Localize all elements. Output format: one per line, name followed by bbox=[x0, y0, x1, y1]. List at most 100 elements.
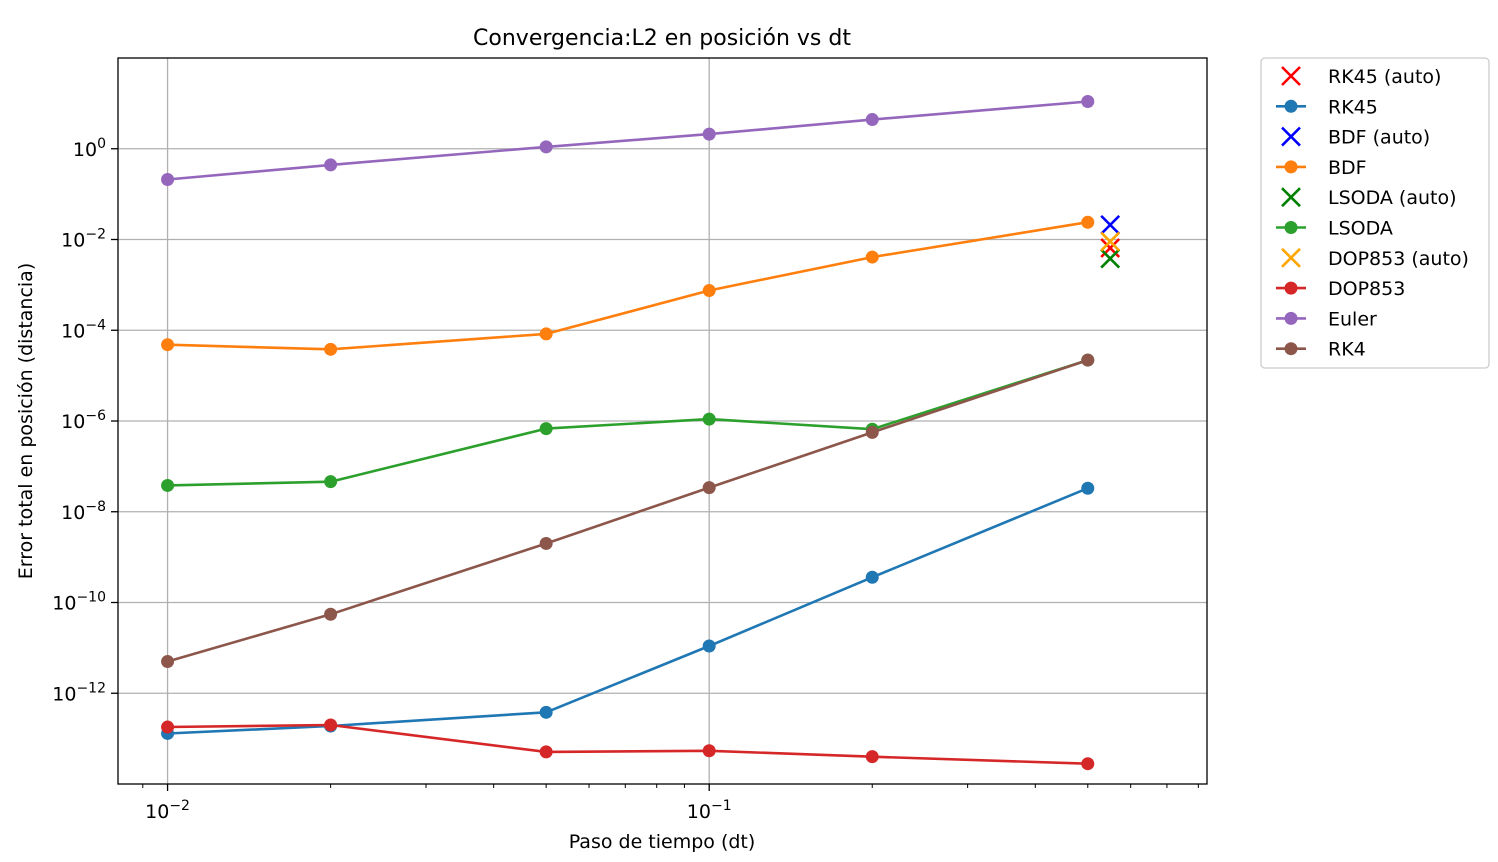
point-rk4-4 bbox=[865, 425, 879, 439]
point-bdf-3 bbox=[702, 284, 716, 298]
series-line-dop853 bbox=[167, 723, 1088, 765]
y-tick-label-0-base: 10 bbox=[73, 139, 97, 161]
legend-item-dop853: DOP853 bbox=[1276, 278, 1405, 300]
y-tick-label-0: 100 bbox=[73, 136, 106, 161]
y-tick-label-2-base: 10 bbox=[61, 320, 85, 342]
series-lsoda bbox=[161, 353, 1095, 492]
series-layer bbox=[161, 94, 1121, 771]
point-euler-1 bbox=[324, 158, 338, 172]
legend-label-bdf-auto: BDF (auto) bbox=[1328, 127, 1430, 149]
y-tick-label-1: 10−2 bbox=[61, 227, 106, 252]
point-rk4-0 bbox=[161, 655, 175, 669]
point-lsoda-2 bbox=[539, 422, 553, 436]
point-lsoda-auto bbox=[1100, 248, 1121, 269]
legend-swatch-dop853-auto-stroke-b bbox=[1281, 247, 1301, 268]
legend-label-rk45: RK45 bbox=[1328, 96, 1378, 118]
x-tick-label-0: 10−2 bbox=[145, 798, 190, 823]
x-tick-label-0-exponent: −2 bbox=[169, 798, 190, 814]
legend-swatch-marker-rk4 bbox=[1284, 342, 1298, 356]
y-tick-label-2: 10−4 bbox=[61, 317, 106, 342]
y-tick-label-4-exponent: −8 bbox=[85, 499, 106, 515]
x-tick-label-0-base: 10 bbox=[145, 801, 169, 823]
point-bdf-1 bbox=[324, 342, 338, 356]
y-tick-label-3: 10−6 bbox=[61, 408, 106, 433]
y-tick-label-1-exponent: −2 bbox=[85, 227, 106, 243]
legend-label-rk45-auto: RK45 (auto) bbox=[1328, 66, 1441, 88]
point-euler-2 bbox=[539, 140, 553, 154]
point-rk4-3 bbox=[702, 481, 716, 495]
x-tick-label-1-base: 10 bbox=[687, 801, 711, 823]
legend-item-rk45-auto: RK45 (auto) bbox=[1281, 66, 1441, 88]
legend-swatch-marker-lsoda bbox=[1284, 221, 1298, 234]
series-rk4 bbox=[161, 353, 1095, 669]
y-axis-title: Error total en posición (distancia) bbox=[15, 263, 37, 579]
series-bdf-auto bbox=[1100, 214, 1121, 235]
point-bdf-auto bbox=[1100, 214, 1121, 235]
series-dop853-auto bbox=[1100, 231, 1121, 252]
legend-item-rk4: RK4 bbox=[1276, 339, 1366, 361]
legend-item-bdf: BDF bbox=[1276, 157, 1367, 179]
legend-swatch-lsoda-auto bbox=[1281, 187, 1301, 208]
point-rk45-2 bbox=[539, 705, 553, 719]
series-line-euler bbox=[167, 100, 1088, 181]
point-bdf-4 bbox=[865, 250, 879, 264]
y-tick-label-4: 10−8 bbox=[61, 499, 106, 524]
chart-title: Convergencia:L2 en posición vs dt bbox=[473, 26, 851, 51]
legend-label-euler: Euler bbox=[1328, 308, 1377, 330]
point-euler-5 bbox=[1081, 94, 1095, 108]
y-tick-label-6-exponent: −12 bbox=[76, 680, 106, 696]
y-tick-label-6-base: 10 bbox=[52, 683, 76, 705]
point-dop853-5 bbox=[1081, 757, 1095, 771]
point-dop853-auto-stroke-b bbox=[1100, 231, 1121, 252]
series-lsoda-auto bbox=[1100, 248, 1121, 269]
y-tick-label-4-base: 10 bbox=[61, 502, 85, 524]
y-tick-label-5-exponent: −10 bbox=[76, 590, 106, 606]
legend: RK45 (auto) RK45 BDF (auto) BDF LSODA (auto)… bbox=[1260, 57, 1490, 369]
legend-label-lsoda-auto: LSODA (auto) bbox=[1328, 187, 1457, 209]
legend-swatch-rk45-auto-stroke-b bbox=[1281, 66, 1301, 86]
point-lsoda-auto-stroke-b bbox=[1100, 248, 1121, 269]
point-euler-0 bbox=[161, 173, 175, 187]
legend-swatch-rk45-auto bbox=[1281, 66, 1301, 86]
point-bdf-5 bbox=[1081, 215, 1095, 229]
legend-label-rk4: RK4 bbox=[1328, 339, 1366, 361]
legend-item-rk45: RK45 bbox=[1276, 96, 1378, 118]
legend-label-bdf: BDF bbox=[1328, 157, 1367, 179]
point-dop853-3 bbox=[702, 744, 716, 758]
x-tick-label-1-exponent: −1 bbox=[711, 798, 732, 814]
legend-swatch-marker-dop853 bbox=[1284, 281, 1298, 295]
y-tick-label-3-exponent: −6 bbox=[85, 408, 106, 424]
point-euler-3 bbox=[702, 127, 716, 141]
legend-swatch-dop853-auto bbox=[1281, 247, 1301, 268]
point-bdf-auto-stroke-b bbox=[1100, 214, 1121, 235]
point-dop853-4 bbox=[865, 750, 879, 764]
legend-label-dop853: DOP853 bbox=[1328, 278, 1405, 300]
legend-swatch-bdf-auto bbox=[1281, 126, 1301, 147]
legend-frame bbox=[1260, 57, 1490, 369]
series-bdf bbox=[161, 215, 1095, 356]
series-dop853 bbox=[161, 718, 1095, 771]
point-dop853-auto bbox=[1100, 231, 1121, 252]
legend-item-bdf-auto: BDF (auto) bbox=[1281, 126, 1430, 149]
point-dop853-1 bbox=[324, 718, 338, 732]
point-bdf-2 bbox=[539, 327, 553, 341]
point-lsoda-3 bbox=[702, 412, 716, 426]
series-line-rk4 bbox=[167, 358, 1089, 663]
point-lsoda-0 bbox=[161, 478, 175, 492]
point-rk45-5 bbox=[1081, 481, 1095, 495]
legend-label-lsoda: LSODA bbox=[1328, 218, 1393, 240]
point-rk4-1 bbox=[324, 607, 338, 621]
legend-swatch-lsoda-auto-stroke-b bbox=[1281, 187, 1301, 208]
series-line-lsoda bbox=[167, 358, 1089, 487]
y-tick-label-2-exponent: −4 bbox=[85, 317, 106, 333]
y-tick-label-5: 10−10 bbox=[52, 590, 106, 615]
point-rk45-3 bbox=[702, 639, 716, 653]
legend-swatch-marker-bdf bbox=[1284, 160, 1298, 174]
legend-item-dop853-auto: DOP853 (auto) bbox=[1281, 247, 1469, 270]
point-rk4-2 bbox=[539, 536, 553, 550]
y-tick-label-1-base: 10 bbox=[61, 230, 85, 252]
point-rk4-5 bbox=[1081, 353, 1095, 367]
legend-swatch-bdf-auto-stroke-b bbox=[1281, 126, 1301, 147]
